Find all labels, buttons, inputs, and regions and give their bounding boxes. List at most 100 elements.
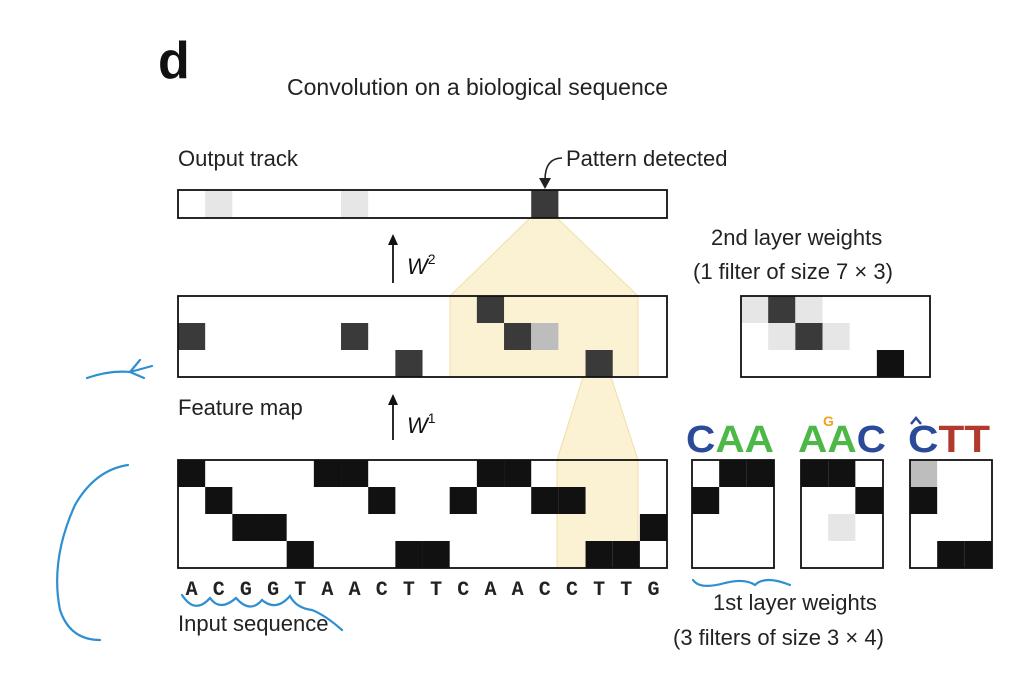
sequence-letter: C	[566, 579, 578, 602]
output-track-box	[177, 189, 668, 219]
input-onehot-cell	[178, 460, 206, 487]
handwritten-bracket	[56, 463, 130, 642]
sequence-letter: A	[186, 579, 198, 602]
input-onehot-cell	[531, 487, 559, 514]
filter-3-cell	[937, 541, 965, 568]
output-cell	[205, 190, 233, 218]
input-onehot-cell	[449, 487, 477, 514]
first-layer-title-2: (3 filters of size 3 × 4)	[673, 625, 884, 650]
filter-3-cell	[910, 487, 938, 514]
handwritten-annotations	[56, 358, 792, 642]
output-track-label: Output track	[178, 146, 299, 171]
input-onehot-cell	[585, 541, 613, 568]
filter-1-cell	[746, 460, 774, 487]
input-onehot-cell	[504, 460, 532, 487]
input-onehot-cell	[558, 487, 586, 514]
feature-map-label: Feature map	[178, 395, 303, 420]
second-layer-cell	[768, 296, 796, 323]
sequence-letter: C	[457, 579, 469, 602]
input-sequence-label: Input sequence	[178, 611, 328, 636]
handwritten-filter-loops	[691, 578, 792, 587]
second-layer-cell	[741, 296, 769, 323]
filter-2-cells	[801, 460, 883, 541]
sequence-letter: A	[349, 579, 361, 602]
filter-1-cell	[719, 460, 747, 487]
feature-map-cell	[531, 323, 559, 350]
second-layer-cell	[795, 296, 823, 323]
filter-2-cell	[828, 514, 856, 541]
input-onehot-cell	[612, 541, 640, 568]
feature-map-cell	[395, 350, 423, 377]
input-onehot-cell	[368, 487, 396, 514]
sequence-letter: T	[620, 579, 632, 602]
panel-label: d	[158, 32, 190, 90]
w2-label: W2	[407, 251, 436, 279]
svg-text:AAC: AAC	[798, 419, 886, 461]
feature-map-cell	[178, 323, 206, 350]
logo-caa: CAA	[686, 419, 774, 461]
feature-map-cell	[504, 323, 532, 350]
sequence-letter: T	[294, 579, 306, 602]
input-onehot-cell	[422, 541, 450, 568]
svg-text:CTT: CTT	[908, 419, 990, 461]
filter-3-box	[909, 459, 993, 569]
input-onehot-cell	[395, 541, 423, 568]
second-layer-cell	[768, 323, 796, 350]
pattern-detected-arrowhead	[539, 178, 551, 189]
feature-map-cells	[178, 296, 613, 377]
svg-text:G: G	[823, 413, 834, 429]
feature-map-cell	[585, 350, 613, 377]
second-layer-cell	[876, 350, 905, 377]
logo-aac: AAC G	[798, 413, 886, 461]
input-onehot-cell	[205, 487, 233, 514]
filter-3-cell	[964, 541, 992, 568]
input-matrix-box	[177, 459, 668, 569]
filter-2-cell	[801, 460, 829, 487]
sequence-letter: G	[647, 579, 659, 602]
input-onehot-cell	[313, 460, 342, 487]
second-layer-cell	[822, 323, 850, 350]
input-onehot-cell	[232, 514, 260, 541]
input-matrix-cells	[178, 460, 668, 568]
output-track-cells	[205, 190, 559, 218]
input-onehot-cell	[286, 541, 314, 568]
output-cell	[341, 190, 369, 218]
output-cell	[531, 190, 559, 218]
first-layer-title-1: 1st layer weights	[713, 590, 877, 615]
figure-title: Convolution on a biological sequence	[287, 74, 668, 100]
sequence-letter: T	[593, 579, 605, 602]
feature-map-cell	[476, 296, 505, 323]
second-layer-cell	[795, 323, 823, 350]
logo-ctt: CTT	[908, 416, 990, 461]
svg-text:CAA: CAA	[686, 419, 774, 461]
sequence-letter: T	[430, 579, 442, 602]
pattern-detected-arrow	[544, 157, 563, 181]
filter-2-cell	[828, 460, 856, 487]
filter-2-box	[800, 459, 884, 569]
sequence-letter: C	[376, 579, 388, 602]
w1-label: W1	[407, 410, 436, 438]
sequence-letter: A	[512, 579, 524, 602]
w1-arrow-head	[388, 394, 398, 405]
w2-arrow-head	[388, 234, 398, 245]
filter-3-cells	[910, 460, 992, 568]
filter-2-cell	[855, 487, 883, 514]
handwritten-sequence-loops	[180, 593, 344, 632]
sequence-letter: C	[213, 579, 225, 602]
sequence-letter: A	[484, 579, 496, 602]
sequence-letter: C	[539, 579, 551, 602]
filter-3-cell	[910, 460, 938, 487]
second-layer-title-1: 2nd layer weights	[711, 225, 882, 250]
logo-ctt-caret	[910, 416, 922, 425]
input-onehot-cell	[341, 460, 369, 487]
pattern-detected-label: Pattern detected	[566, 146, 727, 171]
filter-1-cell	[692, 487, 720, 514]
filter-1-box	[691, 459, 775, 569]
sequence-letter: G	[267, 579, 279, 602]
input-onehot-cell	[259, 514, 287, 541]
second-layer-filter-cells	[741, 296, 905, 377]
sequence-letter: G	[240, 579, 252, 602]
feature-map-box	[177, 295, 668, 378]
feature-map-cell	[341, 323, 369, 350]
